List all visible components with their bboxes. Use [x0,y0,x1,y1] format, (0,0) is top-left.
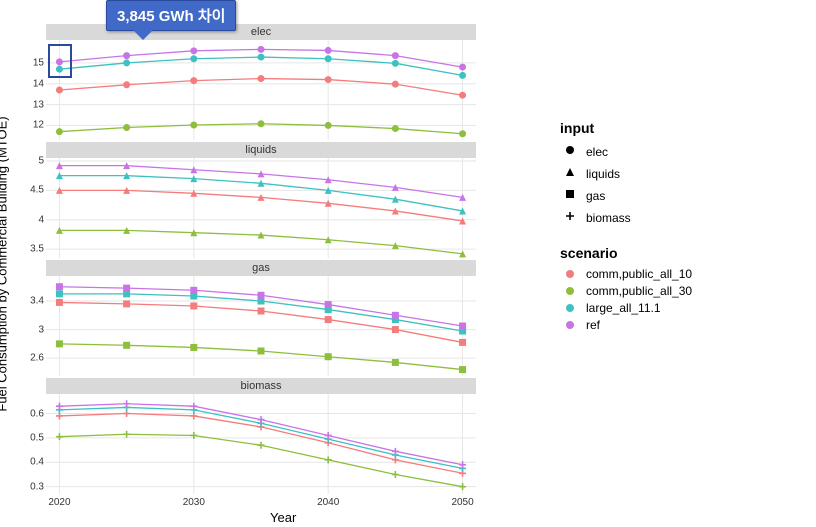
legend-input-items: elec liquids gas biomass [560,142,692,227]
plot-area: Fuel Consumption by Commercial Building … [0,0,500,527]
y-ticks: 3.5 4 4.5 5 [8,158,44,255]
facet-elec: elec12131415 [46,24,476,140]
legend-label: liquids [586,167,620,181]
dot-icon [560,301,580,315]
legend-input-biomass: biomass [560,208,692,227]
legend-label: gas [586,189,605,203]
y-tick: 0.6 [30,408,44,419]
callout-text: 3,845 GWh 차이 [117,8,225,25]
legend-input-title: input [560,120,692,136]
legend-scenario-items: comm,public_all_10 comm,public_all_30larg… [560,267,692,332]
x-axis-ticks: 2020 2030 2040 2050 [46,497,476,511]
circle-icon [560,142,580,161]
y-ticks: 0.3 0.4 0.5 0.6 [8,394,44,491]
legend-label: biomass [586,211,631,225]
y-tick: 14 [33,78,44,89]
facet-title: gas [46,260,476,276]
legend-label: large_all_11.1 [586,301,661,315]
x-axis-label: Year [270,510,296,525]
facet-title: liquids [46,142,476,158]
y-tick: 13 [33,99,44,110]
facet-body: 0.30.40.50.6 [46,394,476,491]
x-tick: 2030 [183,497,205,508]
legend-label: comm,public_all_10 [586,267,692,281]
y-tick: 0.4 [30,457,44,468]
plus-icon [560,208,580,227]
y-tick: 4.5 [30,185,44,196]
legend: input elec liquids gas biomass scenario com… [560,120,692,335]
y-tick: 0.3 [30,481,44,492]
x-tick: 2020 [48,497,70,508]
y-tick: 3 [38,324,44,335]
facet-body: 12131415 [46,40,476,137]
y-tick: 4 [38,214,44,225]
callout-annotation: 3,845 GWh 차이 [106,0,236,31]
facet-panels: elec12131415liquids3.544.55gas2.633.4bio… [46,24,476,496]
y-tick: 5 [38,155,44,166]
facet-biomass: biomass0.30.40.50.6 [46,378,476,494]
legend-input-gas: gas [560,186,692,205]
y-tick: 2.6 [30,353,44,364]
facet-gas: gas2.633.4 [46,260,476,376]
legend-scenario-comm_public_all_30: comm,public_all_30 [560,284,692,298]
y-ticks: 12 13 14 15 [8,40,44,137]
triangle-icon [560,164,580,183]
facet-body: 2.633.4 [46,276,476,373]
chart-root: Fuel Consumption by Commercial Building … [0,0,816,527]
facet-liquids: liquids3.544.55 [46,142,476,258]
dot-icon [560,284,580,298]
y-tick: 3.5 [30,244,44,255]
facet-title: biomass [46,378,476,394]
legend-scenario-title: scenario [560,245,692,261]
legend-label: comm,public_all_30 [586,284,692,298]
y-tick: 3.4 [30,296,44,307]
y-ticks: 2.6 3 3.4 [8,276,44,373]
legend-scenario-large_all_11_1: large_all_11.1 [560,301,692,315]
x-tick: 2040 [317,497,339,508]
legend-label: ref [586,318,600,332]
x-tick: 2050 [451,497,473,508]
y-tick: 0.5 [30,432,44,443]
legend-scenario-comm_public_all_10: comm,public_all_10 [560,267,692,281]
dot-icon [560,318,580,332]
legend-input-elec: elec [560,142,692,161]
dot-icon [560,267,580,281]
legend-scenario-ref: ref [560,318,692,332]
y-tick: 15 [33,57,44,68]
facet-body: 3.544.55 [46,158,476,255]
highlight-box [48,44,72,78]
square-icon [560,186,580,205]
legend-input-liquids: liquids [560,164,692,183]
legend-label: elec [586,145,608,159]
y-tick: 12 [33,120,44,131]
